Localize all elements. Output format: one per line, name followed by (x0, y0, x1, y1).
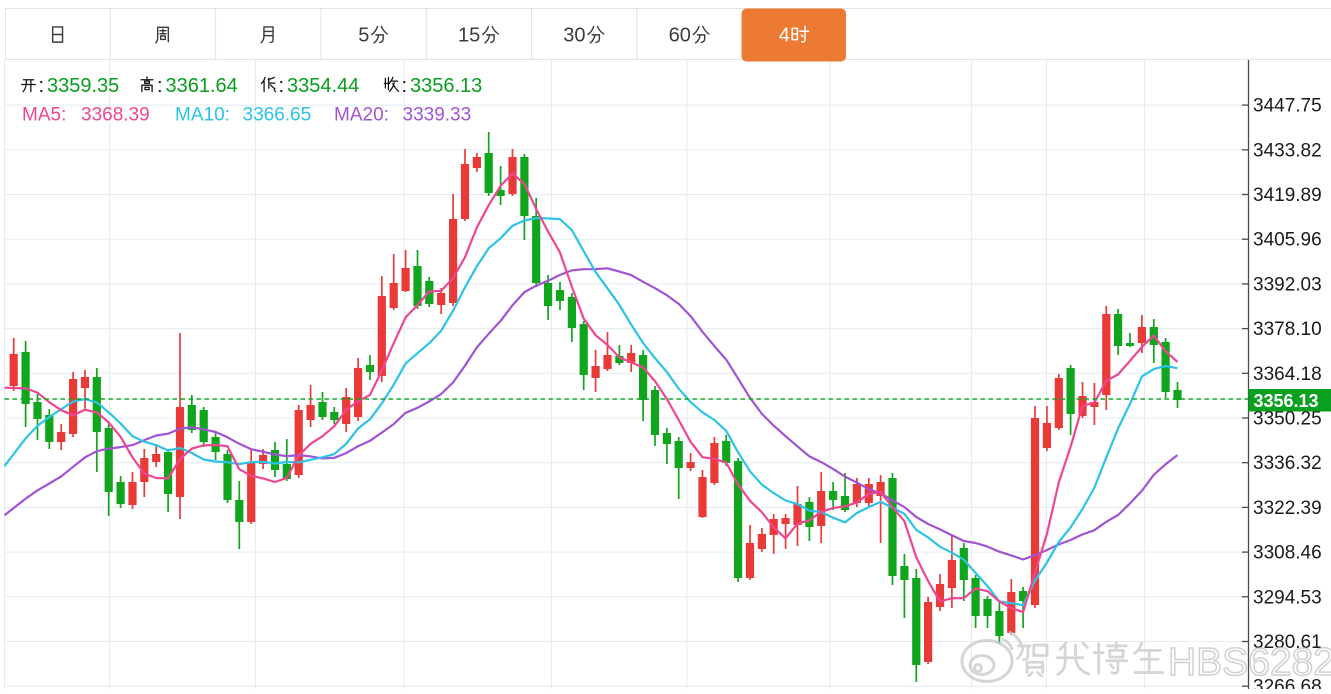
svg-text:5: 5 (358, 25, 369, 47)
svg-text:3359.35: 3359.35 (47, 75, 119, 97)
svg-text:3361.64: 3361.64 (166, 75, 238, 97)
svg-text:3368.39: 3368.39 (81, 105, 150, 126)
svg-text:MA5:: MA5: (22, 105, 66, 126)
svg-text:3447.75: 3447.75 (1253, 96, 1322, 117)
svg-text:30: 30 (563, 25, 585, 47)
svg-text:MA10:: MA10: (175, 105, 230, 126)
svg-text:3339.33: 3339.33 (403, 105, 472, 126)
svg-text:3419.89: 3419.89 (1253, 185, 1322, 206)
svg-text:3392.03: 3392.03 (1253, 274, 1322, 295)
svg-text:3294.53: 3294.53 (1253, 587, 1322, 608)
svg-text:15: 15 (458, 25, 480, 47)
svg-text:3364.18: 3364.18 (1253, 364, 1322, 385)
svg-text:60: 60 (669, 25, 691, 47)
svg-text:HBS6282: HBS6282 (1168, 641, 1331, 684)
svg-text:3356.13: 3356.13 (410, 75, 482, 97)
svg-text:3366.65: 3366.65 (243, 105, 312, 126)
svg-text:3354.44: 3354.44 (287, 75, 359, 97)
svg-text::: : (157, 75, 163, 97)
svg-text:3350.25: 3350.25 (1253, 409, 1322, 430)
svg-text:3378.10: 3378.10 (1253, 319, 1322, 340)
svg-text:3308.46: 3308.46 (1253, 543, 1322, 564)
svg-text::: : (279, 75, 285, 97)
svg-text:3405.96: 3405.96 (1253, 230, 1322, 251)
svg-text:3336.32: 3336.32 (1253, 453, 1322, 474)
svg-text::: : (402, 75, 408, 97)
svg-text:4: 4 (779, 25, 790, 47)
svg-text:MA20:: MA20: (334, 105, 389, 126)
svg-text:3322.39: 3322.39 (1253, 498, 1322, 519)
svg-text:3356.13: 3356.13 (1254, 391, 1319, 411)
svg-text:3433.82: 3433.82 (1253, 140, 1322, 161)
svg-text::: : (39, 75, 45, 97)
